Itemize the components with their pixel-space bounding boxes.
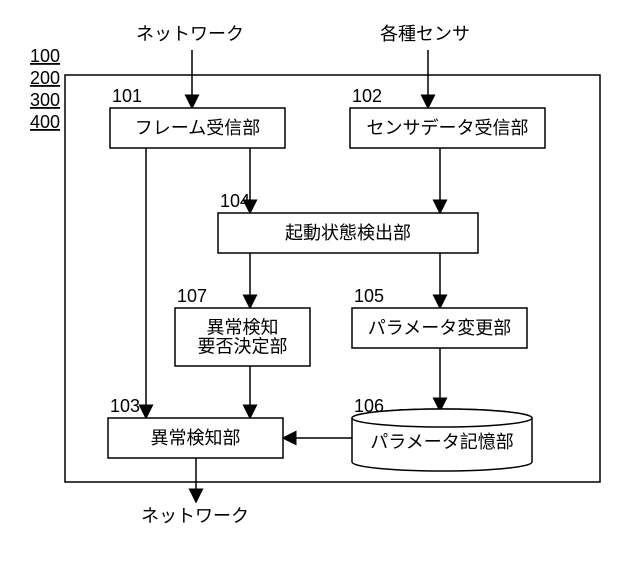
- node-label: 起動状態検出部: [285, 223, 411, 243]
- output-network-label: ネットワーク: [141, 506, 249, 526]
- side-ref-label: 100: [30, 46, 60, 66]
- node-ref: 107: [177, 286, 207, 306]
- node-label: パラメータ変更部: [368, 318, 511, 338]
- node-ref: 103: [110, 396, 140, 416]
- node-ref: 104: [220, 191, 250, 211]
- node-label: パラメータ記憶部: [370, 432, 513, 452]
- side-ref-label: 200: [30, 68, 60, 88]
- node-ref: 101: [112, 86, 142, 106]
- input-sensors-label: 各種センサ: [380, 24, 470, 44]
- node-ref: 106: [354, 396, 384, 416]
- node-label: センサデータ受信部: [367, 118, 529, 138]
- node-label: 要否決定部: [198, 337, 288, 357]
- input-network-label: ネットワーク: [136, 24, 244, 44]
- node-ref: 105: [354, 286, 384, 306]
- node-label: 異常検知部: [151, 428, 241, 448]
- node-label: 異常検知: [207, 317, 279, 337]
- side-ref-label: 400: [30, 112, 60, 132]
- side-ref-label: 300: [30, 90, 60, 110]
- node-label: フレーム受信部: [135, 118, 260, 138]
- node-ref: 102: [352, 86, 382, 106]
